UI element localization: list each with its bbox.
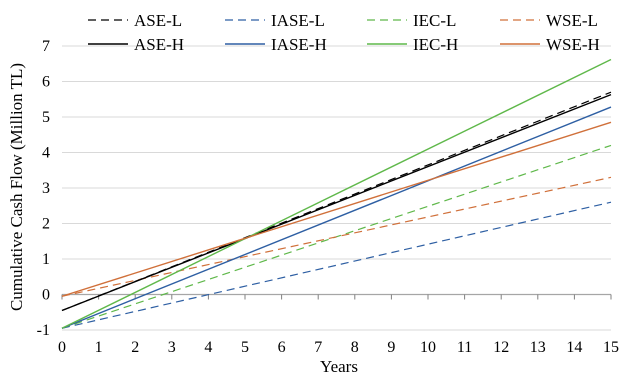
x-tick-label: 1 — [95, 339, 103, 356]
legend-label-iec-l: IEC-L — [413, 11, 456, 30]
legend-label-iase-h: IASE-H — [271, 35, 327, 54]
legend-label-ase-h: ASE-H — [134, 35, 184, 54]
x-tick-label: 8 — [351, 339, 359, 356]
series-line-iase-h — [61, 106, 612, 329]
series-line-iec-h — [61, 58, 612, 329]
x-tick-label: 3 — [168, 339, 176, 356]
x-tick-label: 6 — [278, 339, 286, 356]
x-tick-label: 11 — [457, 339, 472, 356]
y-tick-label: 0 — [42, 287, 50, 304]
x-tick-label: 7 — [314, 339, 322, 356]
y-tick-label: 5 — [42, 109, 50, 126]
series-line-wse-h — [61, 121, 612, 297]
legend-label-wse-l: WSE-L — [546, 11, 598, 30]
legend-label-wse-h: WSE-H — [546, 35, 600, 54]
x-tick-label: 12 — [493, 339, 509, 356]
legend-label-ase-l: ASE-L — [134, 11, 182, 30]
x-tick-label: 2 — [131, 339, 139, 356]
series-line-iase-l — [61, 201, 612, 329]
y-tick-label: 2 — [42, 216, 50, 233]
y-tick-label: 4 — [42, 145, 50, 162]
y-tick-label: 6 — [42, 74, 50, 91]
series-line-wse-l — [61, 176, 612, 297]
x-tick-label: 14 — [566, 339, 582, 356]
y-axis-label: Cumulative Cash Flow (Million TL) — [7, 63, 26, 311]
x-tick-label: 10 — [420, 339, 436, 356]
series-layer — [61, 58, 612, 329]
x-tick-label: 9 — [387, 339, 395, 356]
legend-label-iec-h: IEC-H — [413, 35, 458, 54]
x-tick-label: 0 — [58, 339, 66, 356]
x-tick-label: 5 — [241, 339, 249, 356]
legend: ASE-L IASE-L IEC-L WSE-L ASE-H IASE-H IEC-H WSE… — [88, 11, 600, 54]
y-tick-label: 1 — [42, 251, 50, 268]
x-axis-label: Years — [320, 357, 358, 376]
y-tick-label: 7 — [42, 38, 50, 55]
x-tick-label: 13 — [530, 339, 546, 356]
legend-label-iase-l: IASE-L — [271, 11, 325, 30]
grid-layer — [61, 45, 612, 331]
x-tick-label: 4 — [204, 339, 212, 356]
series-line-ase-h — [61, 93, 612, 312]
y-tick-label: -1 — [37, 322, 50, 339]
y-tick-label: 3 — [42, 180, 50, 197]
x-tick-label: 15 — [603, 339, 619, 356]
